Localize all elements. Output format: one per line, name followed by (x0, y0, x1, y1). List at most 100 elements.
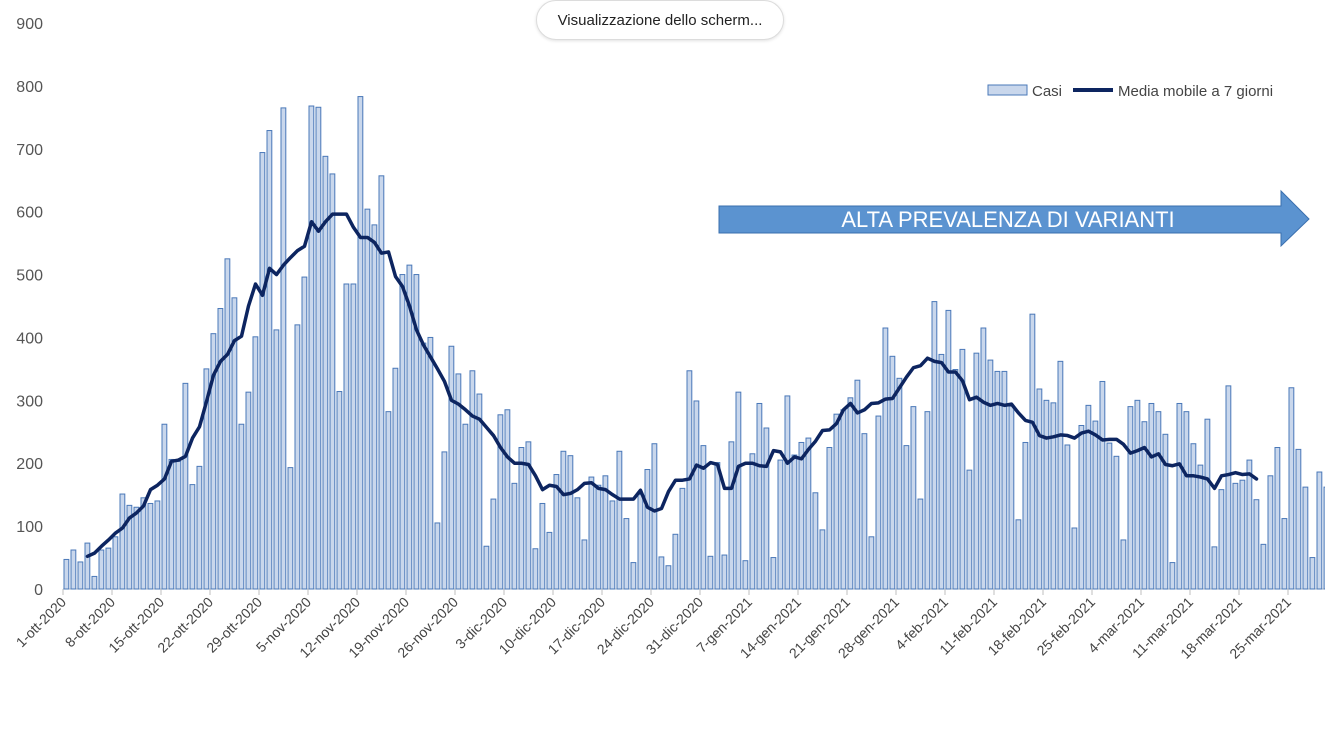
bar-casi (154, 500, 161, 590)
bar-casi (497, 414, 504, 590)
bar-casi (868, 536, 875, 590)
bar-casi (105, 547, 112, 590)
bar-casi (588, 476, 595, 590)
bar-casi (252, 336, 259, 590)
y-tick-label-800: 800 (16, 79, 43, 96)
bar-casi (336, 391, 343, 590)
bar-casi (819, 529, 826, 590)
bar-casi (1197, 464, 1204, 590)
bar-casi (945, 309, 952, 590)
screen-share-indicator[interactable]: Visualizzazione dello scherm... (536, 0, 784, 40)
bar-casi (1092, 420, 1099, 590)
bar-casi (287, 467, 294, 590)
line-media-mobile (85, 212, 1259, 559)
bar-casi (441, 451, 448, 590)
bar-casi (1239, 479, 1246, 590)
bar-casi (1099, 380, 1106, 590)
bar-casi (980, 327, 987, 590)
y-tick-label-100: 100 (16, 519, 43, 536)
bar-casi (1169, 562, 1176, 590)
bar-casi (623, 518, 630, 590)
bar-casi (1001, 370, 1008, 590)
bar-casi (518, 447, 525, 590)
bar-casi (1050, 402, 1057, 590)
bar-casi (770, 557, 777, 590)
bar-casi (1106, 442, 1113, 590)
bar-casi (126, 504, 133, 590)
bar-casi (210, 333, 217, 590)
bar-casi (1127, 406, 1134, 590)
bar-casi (343, 283, 350, 590)
bar-casi (1316, 471, 1323, 590)
bar-casi (294, 324, 301, 590)
bar-casi (1113, 455, 1120, 590)
bar-casi (189, 484, 196, 590)
bar-casi (875, 415, 882, 590)
bar-casi (490, 498, 497, 590)
bar-casi (385, 411, 392, 590)
bar-casi (735, 391, 742, 590)
bar-casi (693, 400, 700, 590)
bar-casi (574, 497, 581, 590)
bar-casi (1064, 444, 1071, 590)
bar-casi (966, 469, 973, 590)
bar-casi (679, 487, 686, 590)
bar-casi (1008, 404, 1015, 590)
bar-casi (1029, 313, 1036, 590)
bar-casi (854, 379, 861, 590)
bar-casi (224, 258, 231, 590)
bar-casi (483, 545, 490, 590)
bar-casi (714, 462, 721, 590)
bar-casi (665, 565, 672, 590)
bar-casi (70, 549, 77, 590)
bar-casi (1309, 557, 1316, 590)
y-tick-label-500: 500 (16, 268, 43, 285)
bar-casi (1232, 482, 1239, 590)
bar-casi (322, 155, 329, 590)
bar-casi (1057, 360, 1064, 590)
bar-casi (812, 492, 819, 590)
bar-casi (658, 556, 665, 590)
bar-casi (959, 348, 966, 590)
bar-casi (791, 454, 798, 590)
bar-casi (455, 373, 462, 590)
bar-casi (511, 482, 518, 590)
bar-casi (406, 264, 413, 590)
bar-casi (616, 450, 623, 590)
bar-casi (1155, 411, 1162, 590)
bar-casi (1162, 433, 1169, 590)
bar-casi (1120, 539, 1127, 590)
bar-casi (763, 427, 770, 590)
bar-casi (364, 208, 371, 590)
bar-casi (882, 327, 889, 590)
bar-casi (63, 558, 70, 590)
bars-casi (63, 96, 1325, 590)
bar-casi (896, 377, 903, 590)
y-tick-label-0: 0 (34, 582, 43, 599)
bar-casi (630, 562, 637, 590)
bar-casi (1246, 459, 1253, 590)
legend-swatch-casi (987, 84, 1028, 96)
legend: Casi Media mobile a 7 giorni (987, 83, 1273, 100)
bar-casi (672, 533, 679, 590)
y-tick-label-600: 600 (16, 205, 43, 222)
y-tick-label-900: 900 (16, 16, 43, 33)
bar-casi (217, 308, 224, 590)
bar-casi (777, 459, 784, 590)
bar-casi (903, 445, 910, 590)
bar-casi (742, 560, 749, 590)
y-tick-label-200: 200 (16, 456, 43, 473)
bar-casi (1015, 519, 1022, 590)
bar-casi (1183, 411, 1190, 590)
annotation-text: ALTA PREVALENZA DI VARIANTI (841, 207, 1174, 232)
bar-casi (91, 575, 98, 590)
bar-casi (112, 536, 119, 590)
bar-casi (609, 500, 616, 590)
bar-casi (392, 367, 399, 590)
legend-label-casi: Casi (1032, 83, 1062, 100)
annotation-arrow (718, 189, 1310, 248)
bar-casi (1190, 443, 1197, 590)
varianti-annotation: ALTA PREVALENZA DI VARIANTI (718, 189, 1310, 248)
bar-casi (98, 549, 105, 590)
bar-casi (1260, 543, 1267, 590)
